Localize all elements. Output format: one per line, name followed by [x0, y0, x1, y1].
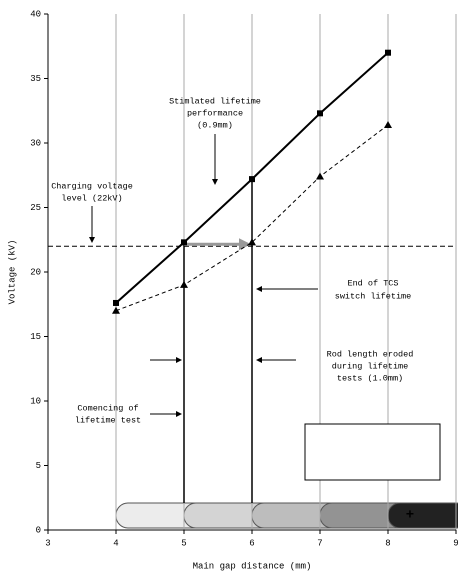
marker: [181, 239, 187, 245]
y-tick-label: 30: [30, 138, 41, 148]
annotation: lifetime test: [75, 415, 141, 425]
annotation: Rod length eroded: [327, 349, 414, 359]
x-tick-label: 9: [453, 538, 458, 548]
annotation: level (22kV): [61, 193, 122, 203]
y-tick-label: 15: [30, 332, 41, 342]
x-tick-label: 6: [249, 538, 254, 548]
y-tick-label: 10: [30, 396, 41, 406]
annotation-arrows: [92, 134, 318, 414]
annotation: tests (1.0mm): [337, 373, 403, 383]
marker: [180, 281, 188, 288]
annotation: performance: [187, 108, 243, 118]
annotation: switch lifetime: [335, 291, 412, 301]
y-tick-label: 0: [36, 525, 41, 535]
x-tick-label: 3: [45, 538, 50, 548]
annotation: (0.9mm): [197, 120, 233, 130]
y-axis-label: Voltage (kV): [7, 240, 17, 305]
x-tick-label: 4: [113, 538, 118, 548]
annotation-text: Stimlated lifetime performance (0.9mm) C…: [51, 96, 413, 425]
electrode-sign: +: [406, 508, 414, 524]
legend: [305, 424, 440, 480]
x-tick-label: 5: [181, 538, 186, 548]
y-tick-label: 5: [36, 461, 41, 471]
marker: [316, 173, 324, 180]
marker: [384, 121, 392, 128]
y-tick-label: 35: [30, 74, 41, 84]
annotation: during lifetime: [332, 361, 409, 371]
annotation: End of TCS: [347, 278, 398, 288]
annotation: Comencing of: [77, 403, 138, 413]
y-tick-label: 40: [30, 9, 41, 19]
annotation: Stimlated lifetime: [169, 96, 261, 106]
y-tick-label: 25: [30, 203, 41, 213]
marker: [249, 176, 255, 182]
annotation: Charging voltage: [51, 181, 133, 191]
marker: [112, 307, 120, 314]
x-axis-label: Main gap distance (mm): [193, 561, 312, 571]
marker: [113, 300, 119, 306]
chart: + 34567890510152025303540VBDVTH (1kHz) S…: [0, 0, 458, 575]
x-tick-label: 7: [317, 538, 322, 548]
marker: [385, 50, 391, 56]
x-tick-label: 8: [385, 538, 390, 548]
marker: [317, 110, 323, 116]
y-tick-label: 20: [30, 267, 41, 277]
